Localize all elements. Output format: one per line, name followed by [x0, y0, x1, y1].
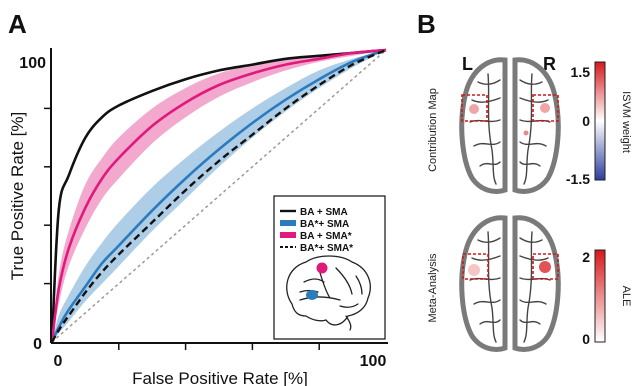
series-line-2: [50, 48, 387, 343]
roi-box-left-bottom: [462, 253, 489, 280]
legend-label-0: BA + SMA: [300, 207, 348, 218]
contribution-brain: [459, 57, 561, 194]
axes: [44, 48, 388, 350]
legend-label-2: BA + SMA*: [300, 231, 352, 242]
series-line-0: [50, 48, 387, 343]
ale-colorbar: [594, 249, 606, 343]
panel-a-letter: A: [8, 9, 27, 39]
ba-roi-marker: [316, 262, 328, 274]
confidence-bands: [52, 50, 386, 342]
meta-analysis-label: Meta-Analysis: [427, 253, 439, 323]
sma-roi-marker: [306, 290, 318, 300]
roi-box-right-bottom: [532, 253, 559, 280]
activation-right-bottom: [539, 261, 551, 273]
x-tick-label-0: 0: [54, 353, 63, 370]
roc-chart: 0 100 0 100 False Positive Rate [%] True…: [8, 48, 388, 386]
isvm-tick-mid: 0: [582, 113, 590, 129]
x-tick-label-100: 100: [360, 353, 387, 370]
activation-right-top: [540, 103, 550, 113]
panel-b-letter: B: [417, 9, 436, 39]
isvm-tick-top: 1.5: [571, 64, 591, 80]
contribution-map-label: Contribution Map: [427, 88, 439, 172]
roi-box-right-top: [532, 94, 559, 122]
series-lines: [50, 48, 387, 343]
isvm-colorbar-label: ISVM weight: [620, 91, 632, 153]
activation-center-top: [523, 130, 529, 136]
legend-label-3: BA*+ SMA*: [300, 243, 353, 254]
activation-left-bottom: [468, 264, 480, 276]
meta-analysis-brain: [459, 215, 561, 352]
legend-box: [273, 195, 386, 340]
isvm-tick-bottom: -1.5: [566, 171, 590, 187]
axis-ticks: [44, 107, 320, 350]
ale-tick-top: 2: [582, 249, 590, 265]
y-tick-label-100: 100: [19, 55, 46, 72]
confidence-band-2: [52, 50, 386, 342]
hemisphere-left-label: L: [462, 54, 473, 74]
legend-label-1: BA*+ SMA: [300, 219, 349, 230]
roi-box-left-top: [461, 94, 488, 122]
chance-line: [51, 49, 387, 343]
legend-swatch-2: [280, 232, 296, 238]
series-line-3: [50, 48, 387, 343]
legend-swatch-1: [280, 220, 296, 226]
activation-left-top: [469, 104, 479, 114]
y-tick-label-0: 0: [33, 336, 42, 353]
series-line-1: [50, 48, 387, 343]
ale-colorbar-label: ALE: [620, 286, 632, 307]
hemisphere-right-label: R: [543, 54, 556, 74]
panel-b: L R Contribution Map Meta-Analysis: [427, 54, 632, 352]
ale-tick-bottom: 0: [582, 331, 590, 347]
x-axis-title: False Positive Rate [%]: [132, 369, 308, 386]
legend: BA + SMA BA*+ SMA BA + SMA* BA*+ SMA*: [273, 195, 386, 340]
isvm-colorbar: [594, 61, 606, 181]
y-axis-title: True Positive Rate [%]: [8, 112, 27, 281]
